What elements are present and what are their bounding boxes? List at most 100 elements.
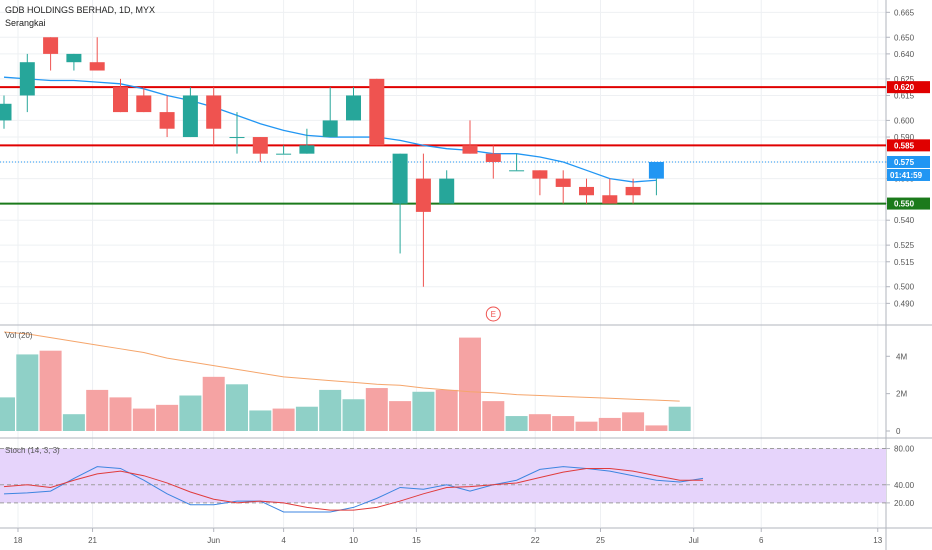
time-axis[interactable]: 18 21 Jun 4 10 15 22 25 Jul 6 13: [14, 528, 883, 545]
candle: [299, 128, 315, 154]
volume-axis[interactable]: 4M 2M 0: [886, 352, 907, 436]
volume-bar: [365, 388, 388, 431]
candle-body: [252, 137, 268, 154]
time-tick-label: 25: [596, 536, 605, 545]
time-tick-label: 15: [412, 536, 421, 545]
candle-body: [66, 53, 82, 63]
price-tick-label: 0.665: [894, 8, 915, 17]
stoch-d-series: [3, 467, 703, 511]
price-tick-label: 0.615: [894, 91, 915, 100]
candle-body: [579, 186, 594, 196]
candle-body: [0, 103, 12, 121]
indicator-name: Serangkai: [5, 18, 46, 28]
candle-body: [439, 178, 455, 204]
candle-body: [89, 62, 105, 71]
volume-bar: [459, 337, 481, 431]
candle: [206, 87, 222, 146]
candle: [369, 78, 385, 146]
volume-bar: [528, 414, 551, 431]
price-badges: 0.620 0.585 0.550 0.575 01:41:59: [887, 81, 930, 210]
candle: [509, 153, 525, 172]
candle: [0, 95, 12, 129]
volume-bar: [86, 389, 109, 431]
volume-bar: [505, 416, 528, 431]
candle-body: [392, 153, 408, 204]
candle-body: [648, 161, 664, 179]
volume-bar: [62, 414, 85, 431]
candle-body: [532, 170, 548, 179]
candle-body: [555, 178, 571, 187]
candle-body: [625, 186, 641, 196]
time-tick-label: 13: [873, 536, 882, 545]
price-tick-label: 0.590: [894, 133, 915, 142]
price-tick-label: 0.625: [894, 75, 915, 84]
candle-body: [182, 95, 198, 138]
candle-body: [276, 153, 292, 155]
candle: [439, 170, 455, 204]
time-tick-label: Jun: [207, 536, 220, 545]
price-tick-label: 0.600: [894, 116, 915, 125]
stoch-tick-label: 40.00: [894, 481, 915, 490]
volume-bar: [482, 401, 505, 431]
volume-bar: [389, 401, 412, 431]
stochastic-title: Stoch (14, 3, 3): [5, 446, 60, 455]
price-tick-label: 0.525: [894, 241, 915, 250]
earnings-event-marker[interactable]: E: [485, 306, 501, 322]
stoch-band: [0, 448, 886, 504]
candle: [136, 87, 152, 113]
candle-body: [509, 170, 525, 172]
candles: [0, 37, 664, 287]
last-price-badge-text: 0.575: [894, 158, 915, 167]
volume-bar: [132, 408, 155, 431]
volume-bar: [109, 397, 132, 431]
horizontal-levels[interactable]: [0, 86, 886, 205]
level-badge-text: 0.550: [894, 200, 915, 209]
price-tick-label: 0.500: [894, 283, 915, 292]
candle-body: [346, 95, 361, 121]
candle: [462, 120, 478, 154]
volume-bar: [272, 408, 295, 431]
candle: [252, 137, 268, 162]
stochastic-axis[interactable]: 80.00 40.00 20.00: [886, 445, 915, 508]
level-badge-bg: [887, 81, 930, 94]
volume-bars: [0, 337, 691, 431]
candle-body: [136, 95, 152, 113]
volume-bar: [622, 412, 645, 431]
candle: [89, 37, 105, 71]
event-circle[interactable]: [485, 306, 501, 322]
volume-ma-line: [3, 331, 680, 402]
volume-bar: [226, 384, 248, 431]
chart-title: GDB HOLDINGS BERHAD, 1D, MYX: [5, 5, 155, 15]
time-tick-label: 18: [14, 536, 23, 545]
candle: [43, 37, 59, 71]
event-label: E: [491, 310, 496, 319]
price-tick-label: 0.490: [894, 299, 915, 308]
candle: [579, 178, 594, 204]
countdown-badge-text: 01:41:59: [890, 171, 923, 180]
last-price-badge-bg: [887, 155, 930, 168]
candle: [159, 95, 175, 138]
candle: [532, 170, 548, 196]
candle-body: [206, 95, 222, 129]
volume-bar: [668, 406, 691, 431]
candle: [415, 153, 431, 287]
candle: [182, 87, 198, 138]
volume-bar: [575, 421, 598, 431]
time-tick-label: 22: [531, 536, 540, 545]
candle: [625, 178, 641, 204]
volume-tick-label: 4M: [896, 352, 907, 361]
volume-bar: [249, 410, 272, 431]
stochastic-lines: [3, 466, 704, 513]
volume-bar: [39, 350, 62, 431]
candle: [276, 145, 292, 155]
candle: [648, 161, 664, 196]
candle-body: [229, 137, 245, 139]
candle: [322, 87, 338, 138]
volume-bar: [412, 391, 435, 431]
volume-bar: [552, 416, 575, 431]
time-tick-label: 4: [281, 536, 286, 545]
candle-body: [415, 178, 431, 212]
candle: [392, 153, 408, 254]
volume-bar: [16, 354, 39, 431]
